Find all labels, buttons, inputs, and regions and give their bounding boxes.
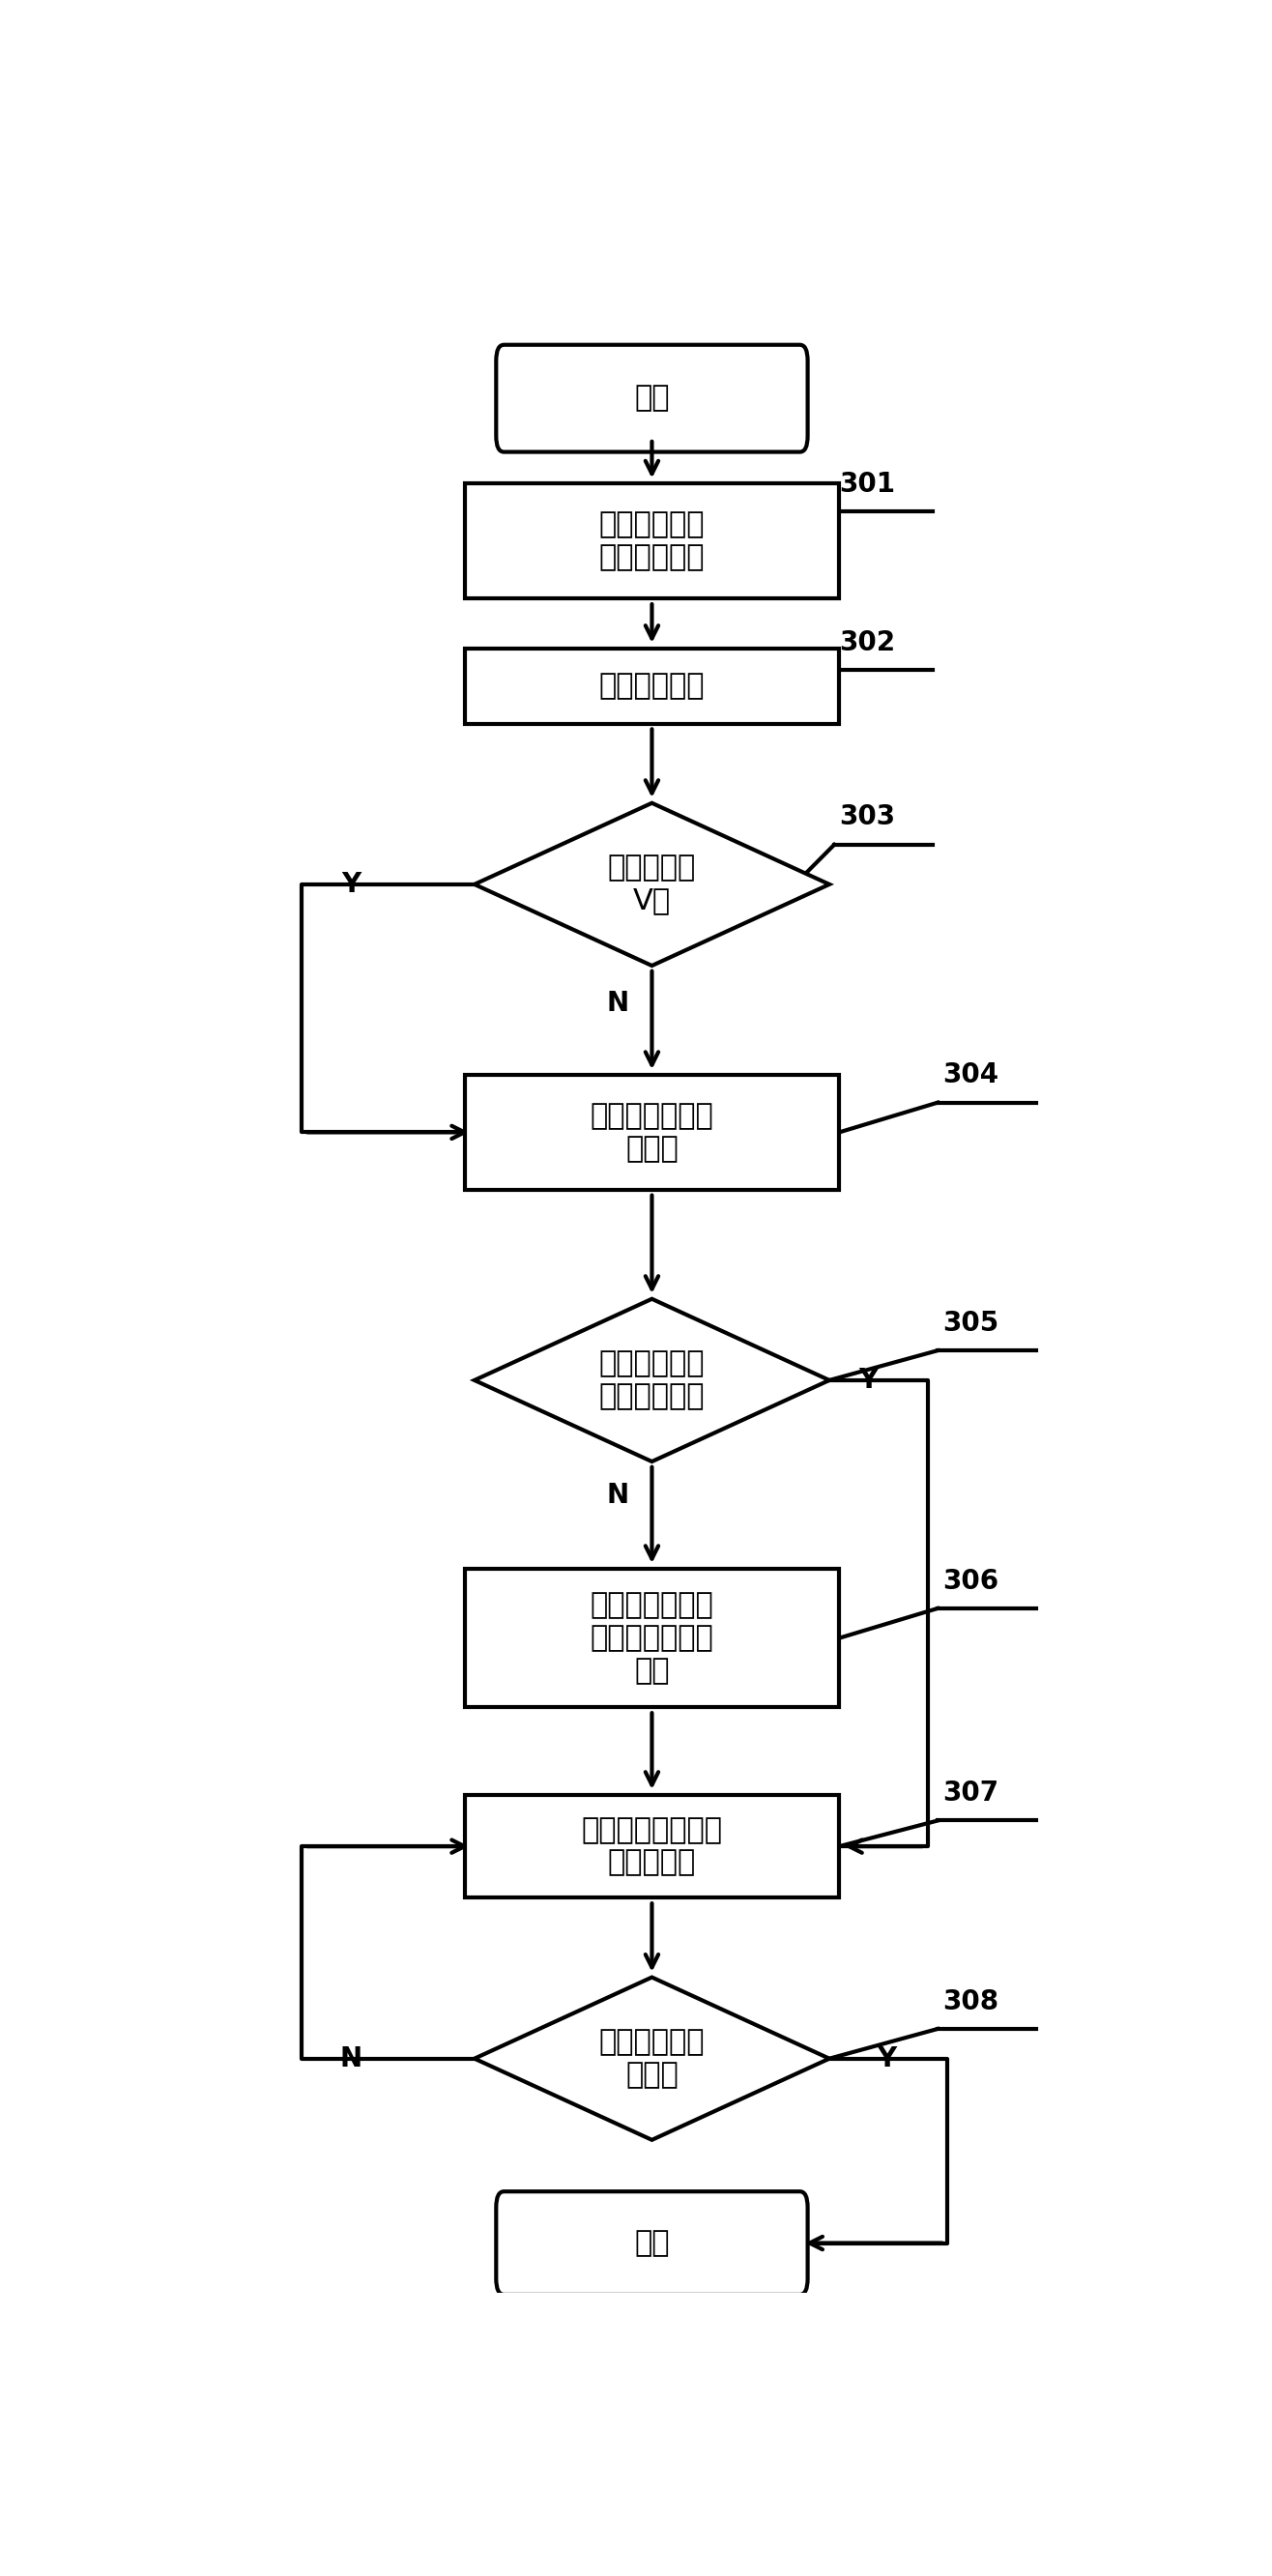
Text: 结束: 结束 [635,2228,669,2257]
Text: 302: 302 [840,629,895,657]
Text: 姿态是否定
V？: 姿态是否定 V？ [608,855,696,914]
Text: 306: 306 [943,1566,999,1595]
Text: N: N [340,2045,363,2071]
FancyBboxPatch shape [496,2192,808,2295]
Text: 303: 303 [840,804,895,832]
Text: 进行轨迹计算；控
制光标移动: 进行轨迹计算；控 制光标移动 [581,1816,722,1875]
Text: 301: 301 [840,471,895,497]
Text: Y: Y [859,1368,879,1394]
Bar [464,1569,840,1708]
Text: 304: 304 [943,1061,999,1090]
Text: 305: 305 [943,1309,999,1337]
Polygon shape [474,804,829,966]
Text: 利用采样数据确
定空间平面坐标
向量: 利用采样数据确 定空间平面坐标 向量 [590,1592,714,1685]
Bar [464,1074,840,1190]
Text: 姿态是否超出
范围？: 姿态是否超出 范围？ [599,2027,705,2089]
Text: N: N [607,989,628,1018]
Bar [464,1795,840,1899]
Text: Y: Y [341,871,361,899]
Polygon shape [474,1298,829,1461]
Text: 提取采样数据: 提取采样数据 [599,672,705,701]
FancyBboxPatch shape [496,345,808,451]
Text: 空间平面坐标
向量已确定？: 空间平面坐标 向量已确定？ [599,1350,705,1412]
Polygon shape [474,1978,829,2141]
Text: 初始化参数；
定义全局变量: 初始化参数； 定义全局变量 [599,510,705,572]
Text: 307: 307 [943,1780,999,1806]
Text: Y: Y [876,2045,897,2071]
Text: 开始: 开始 [635,384,669,412]
Bar [464,484,840,598]
Text: 利用静止间隙确
定姿态: 利用静止间隙确 定姿态 [590,1103,714,1162]
Text: 308: 308 [943,1989,999,2014]
Text: N: N [607,1481,628,1510]
Bar [464,649,840,724]
